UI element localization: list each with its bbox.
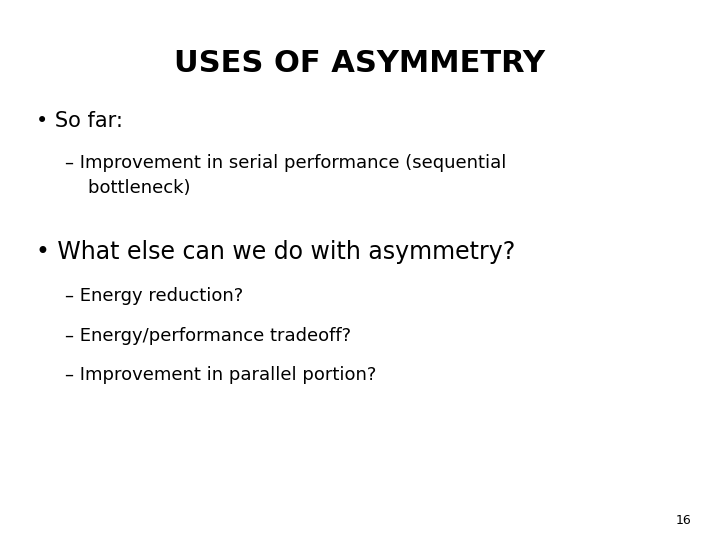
Text: – Energy reduction?: – Energy reduction? (65, 287, 243, 305)
Text: – Energy/performance tradeoff?: – Energy/performance tradeoff? (65, 327, 351, 345)
Text: • What else can we do with asymmetry?: • What else can we do with asymmetry? (36, 240, 516, 264)
Text: USES OF ASYMMETRY: USES OF ASYMMETRY (174, 49, 546, 78)
Text: bottleneck): bottleneck) (65, 179, 190, 197)
Text: • So far:: • So far: (36, 111, 123, 131)
Text: 16: 16 (675, 514, 691, 526)
Text: – Improvement in parallel portion?: – Improvement in parallel portion? (65, 366, 376, 384)
Text: – Improvement in serial performance (sequential: – Improvement in serial performance (seq… (65, 154, 506, 172)
